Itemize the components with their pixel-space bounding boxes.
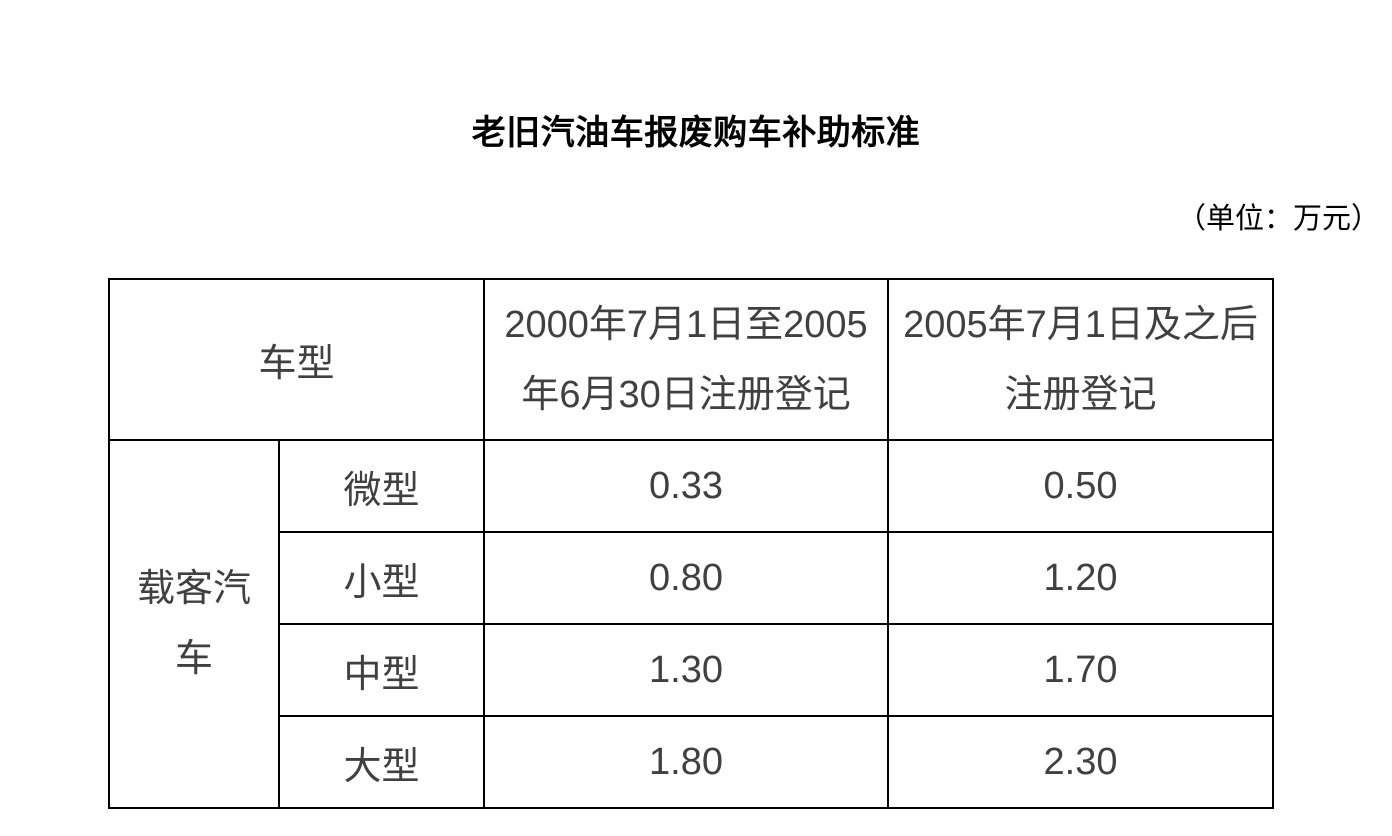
value-cell-mini-period2: 0.50 xyxy=(887,439,1275,533)
table-row-small: 小型 0.80 1.20 xyxy=(109,531,1275,625)
value-cell-medium-period1: 1.30 xyxy=(483,623,890,717)
value-cell-medium-period2: 1.70 xyxy=(887,623,1275,717)
value-cell-mini-period1: 0.33 xyxy=(483,439,890,533)
document-title: 老旧汽油车报废购车补助标准 xyxy=(471,115,921,152)
size-cell-medium: 中型 xyxy=(277,623,486,717)
value-cell-small-period2: 1.20 xyxy=(887,531,1275,625)
subsidy-table: 车型 2000年7月1日至2005 年6月30日注册登记 2005年7月1日及之… xyxy=(107,278,1275,809)
unit-note: （单位：万元） xyxy=(1176,203,1380,235)
table-row-large: 大型 1.80 2.30 xyxy=(109,715,1275,809)
category-cell-passenger-vehicle: 载客汽 车 xyxy=(108,439,280,809)
value-cell-large-period2: 2.30 xyxy=(887,715,1275,809)
header-period2-line2: 注册登记 xyxy=(1004,373,1157,416)
category-passenger-line1: 载客汽 xyxy=(136,568,251,610)
value-cell-large-period1: 1.80 xyxy=(483,715,890,809)
table-header-row: 车型 2000年7月1日至2005 年6月30日注册登记 2005年7月1日及之… xyxy=(107,278,1275,441)
header-period1-line2: 年6月30日注册登记 xyxy=(521,373,851,416)
category-passenger-line2: 车 xyxy=(174,638,213,680)
table-row-medium: 中型 1.30 1.70 xyxy=(109,623,1275,717)
size-cell-mini: 微型 xyxy=(277,439,486,533)
header-period2-line1: 2005年7月1日及之后 xyxy=(903,303,1258,346)
header-cell-period1: 2000年7月1日至2005 年6月30日注册登记 xyxy=(483,278,890,441)
table-row-mini: 载客汽 车 微型 0.33 0.50 xyxy=(108,439,1275,809)
header-cell-period2: 2005年7月1日及之后 注册登记 xyxy=(887,278,1275,441)
header-cell-vehicle-type: 车型 xyxy=(107,278,486,441)
size-cell-large: 大型 xyxy=(277,715,486,809)
size-cell-small: 小型 xyxy=(277,531,486,625)
header-period1-line1: 2000年7月1日至2005 xyxy=(504,303,868,346)
value-cell-small-period1: 0.80 xyxy=(483,531,890,625)
